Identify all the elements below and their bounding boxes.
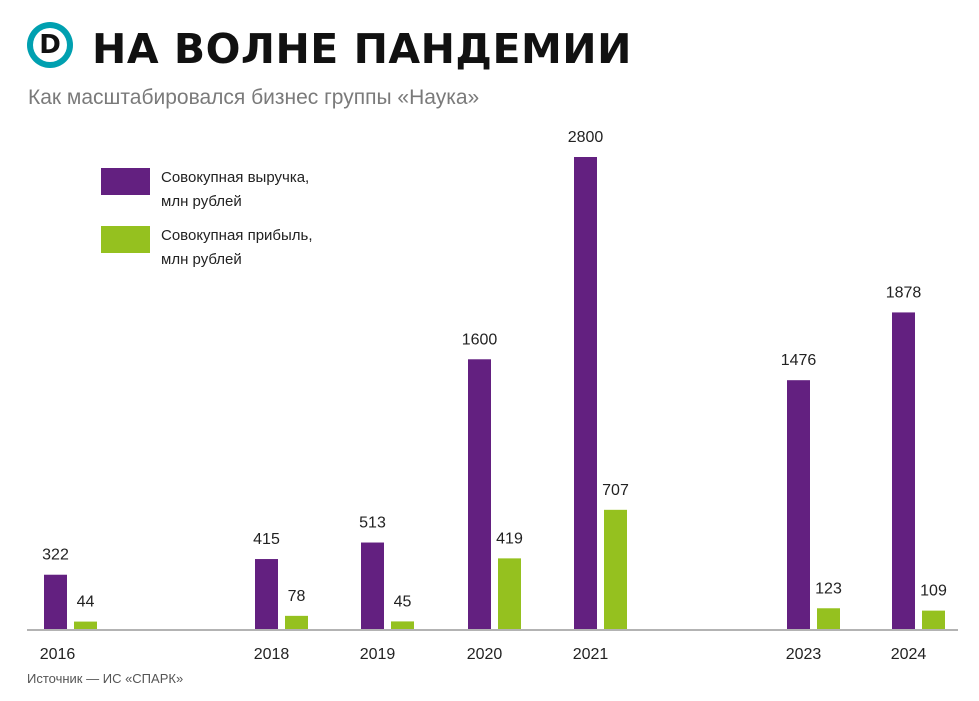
chart-subtitle: Как масштабировался бизнес группы «Наука…	[28, 86, 480, 109]
value-label-revenue-2024: 1878	[886, 284, 922, 301]
chart-title: НА ВОЛНЕ ПАНДЕМИИ	[92, 25, 632, 73]
bar-profit-2023	[817, 608, 840, 629]
bar-profit-2018	[285, 615, 308, 629]
bar-profit-2016	[74, 621, 97, 629]
logo-inner: D	[33, 28, 67, 62]
x-tick-label-2021: 2021	[573, 646, 609, 663]
value-label-profit-2021: 707	[602, 482, 629, 499]
bar-profit-2020	[498, 558, 521, 629]
value-label-revenue-2018: 415	[253, 531, 280, 548]
bar-revenue-2018	[255, 559, 278, 629]
legend-swatch-1	[101, 168, 150, 195]
source-note: Источник — ИС «СПАРК»	[27, 671, 184, 686]
legend-label-1: млн рублей	[161, 193, 242, 210]
bar-profit-2021	[604, 509, 627, 629]
bar-revenue-2019	[361, 542, 384, 629]
value-label-profit-2018: 78	[288, 588, 306, 605]
bar-profit-2024	[922, 610, 945, 629]
value-label-profit-2024: 109	[920, 583, 947, 600]
x-tick-label-2018: 2018	[254, 646, 290, 663]
x-tick-label-2023: 2023	[786, 646, 822, 663]
value-label-revenue-2023: 1476	[781, 352, 817, 369]
value-label-revenue-2020: 1600	[462, 331, 498, 348]
bar-revenue-2023	[787, 380, 810, 629]
legend-swatch-2	[101, 226, 150, 253]
bar-revenue-2021	[574, 157, 597, 629]
value-label-revenue-2016: 322	[42, 547, 69, 564]
bar-profit-2019	[391, 621, 414, 629]
value-label-profit-2019: 45	[394, 593, 412, 610]
value-label-profit-2016: 44	[77, 594, 95, 611]
bar-revenue-2024	[892, 312, 915, 629]
value-label-revenue-2019: 513	[359, 515, 386, 532]
logo: D	[27, 22, 73, 68]
value-label-revenue-2021: 2800	[568, 129, 604, 146]
value-label-profit-2020: 419	[496, 530, 523, 547]
legend-label-1: Совокупная выручка,	[161, 169, 309, 186]
x-tick-label-2020: 2020	[467, 646, 503, 663]
bar-revenue-2020	[468, 359, 491, 629]
legend-label-2: млн рублей	[161, 251, 242, 268]
x-tick-label-2019: 2019	[360, 646, 396, 663]
value-label-profit-2023: 123	[815, 580, 842, 597]
legend-label-2: Совокупная прибыль,	[161, 227, 313, 244]
bar-revenue-2016	[44, 574, 67, 629]
logo-letter: D	[39, 30, 61, 60]
x-tick-label-2016: 2016	[40, 646, 76, 663]
x-tick-label-2024: 2024	[891, 646, 927, 663]
